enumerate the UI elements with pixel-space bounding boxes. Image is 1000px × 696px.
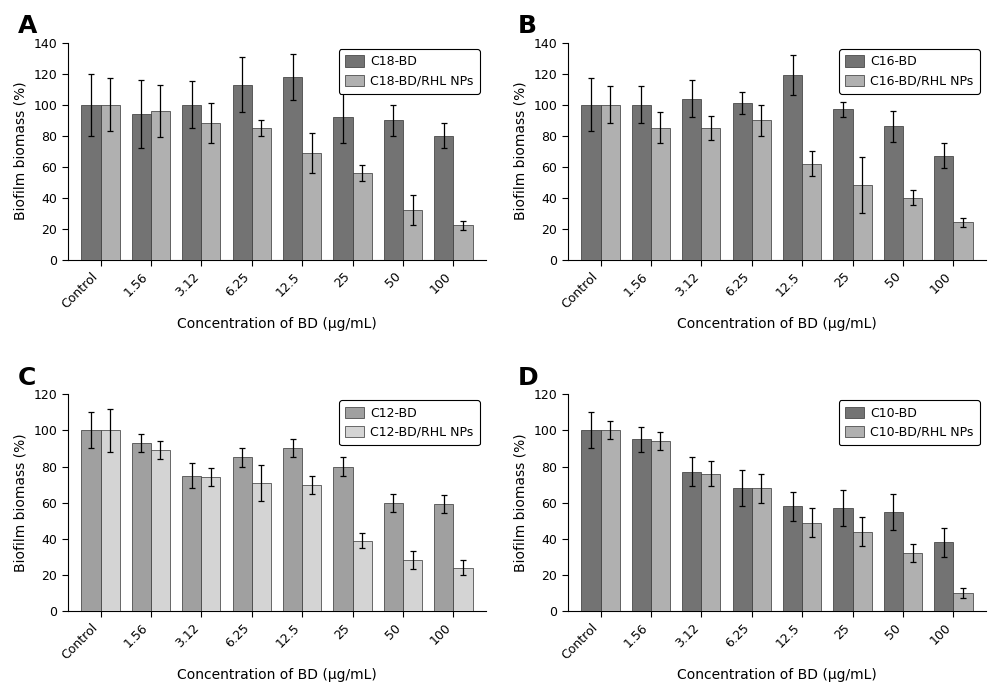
X-axis label: Concentration of BD (μg/mL): Concentration of BD (μg/mL) [677, 668, 877, 682]
Legend: C16-BD, C16-BD/RHL NPs: C16-BD, C16-BD/RHL NPs [839, 49, 980, 94]
Bar [353, 541, 372, 611]
Bar [201, 477, 220, 611]
Bar [434, 136, 453, 260]
Legend: C12-BD, C12-BD/RHL NPs: C12-BD, C12-BD/RHL NPs [339, 400, 480, 445]
Bar [733, 488, 752, 611]
Bar [384, 503, 403, 611]
Text: B: B [518, 15, 537, 38]
Bar [833, 508, 853, 611]
Bar [632, 104, 651, 260]
Bar [302, 484, 321, 611]
Bar [252, 483, 271, 611]
Bar [651, 128, 670, 260]
Bar [752, 488, 771, 611]
Bar [601, 104, 620, 260]
Bar [101, 430, 120, 611]
Bar [853, 185, 872, 260]
Text: A: A [18, 15, 37, 38]
Bar [453, 226, 473, 260]
Bar [151, 111, 170, 260]
Bar [132, 114, 151, 260]
Bar [601, 430, 620, 611]
Bar [201, 123, 220, 260]
Bar [283, 448, 302, 611]
Bar [81, 430, 101, 611]
Bar [651, 441, 670, 611]
Bar [884, 512, 903, 611]
Bar [953, 593, 973, 611]
Bar [953, 223, 973, 260]
Bar [151, 450, 170, 611]
Bar [403, 560, 422, 611]
Bar [934, 156, 953, 260]
Bar [733, 103, 752, 260]
Bar [581, 104, 601, 260]
Bar [632, 439, 651, 611]
Bar [333, 466, 353, 611]
Bar [903, 553, 922, 611]
Bar [302, 152, 321, 260]
Bar [934, 542, 953, 611]
Bar [833, 109, 853, 260]
Bar [182, 104, 201, 260]
Bar [752, 120, 771, 260]
Bar [783, 75, 802, 260]
Bar [701, 474, 720, 611]
Bar [434, 505, 453, 611]
Bar [903, 198, 922, 260]
Legend: C10-BD, C10-BD/RHL NPs: C10-BD, C10-BD/RHL NPs [839, 400, 980, 445]
Text: D: D [518, 366, 538, 390]
Bar [682, 472, 701, 611]
Bar [853, 532, 872, 611]
Bar [182, 475, 201, 611]
X-axis label: Concentration of BD (μg/mL): Concentration of BD (μg/mL) [677, 317, 877, 331]
Y-axis label: Biofilm biomass (%): Biofilm biomass (%) [14, 434, 28, 572]
Bar [682, 99, 701, 260]
Text: C: C [18, 366, 36, 390]
Bar [233, 85, 252, 260]
Bar [783, 506, 802, 611]
Y-axis label: Biofilm biomass (%): Biofilm biomass (%) [14, 82, 28, 221]
Legend: C18-BD, C18-BD/RHL NPs: C18-BD, C18-BD/RHL NPs [339, 49, 480, 94]
Bar [233, 457, 252, 611]
Y-axis label: Biofilm biomass (%): Biofilm biomass (%) [514, 434, 528, 572]
Bar [884, 127, 903, 260]
Bar [384, 120, 403, 260]
Bar [802, 523, 821, 611]
Bar [353, 173, 372, 260]
Bar [403, 210, 422, 260]
Bar [252, 128, 271, 260]
Bar [101, 104, 120, 260]
Bar [333, 117, 353, 260]
Bar [581, 430, 601, 611]
X-axis label: Concentration of BD (μg/mL): Concentration of BD (μg/mL) [177, 668, 377, 682]
Bar [453, 568, 473, 611]
Bar [283, 77, 302, 260]
X-axis label: Concentration of BD (μg/mL): Concentration of BD (μg/mL) [177, 317, 377, 331]
Bar [802, 164, 821, 260]
Bar [132, 443, 151, 611]
Bar [701, 128, 720, 260]
Bar [81, 104, 101, 260]
Y-axis label: Biofilm biomass (%): Biofilm biomass (%) [514, 82, 528, 221]
